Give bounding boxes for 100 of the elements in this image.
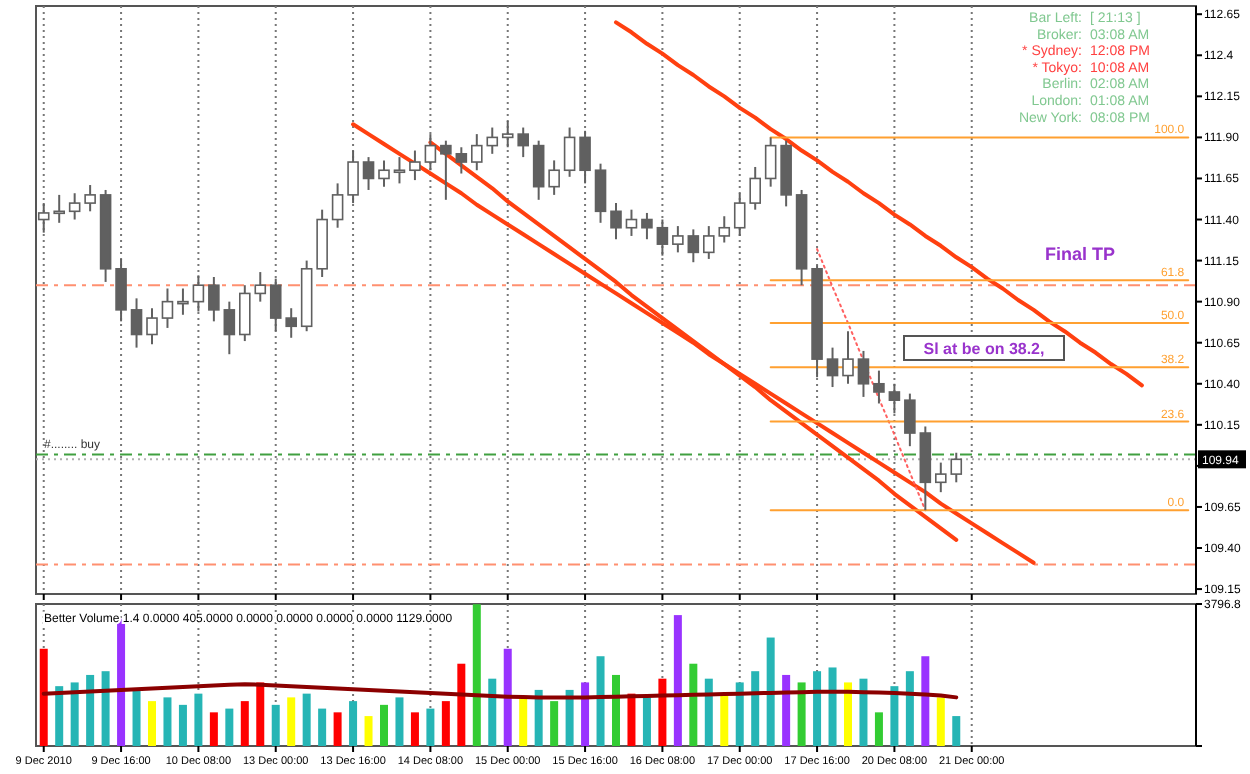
candlestick [208,276,220,323]
bar [673,615,682,746]
bar [55,686,64,746]
candlestick [68,192,81,221]
bar [890,686,899,746]
bar [952,716,961,746]
candlestick [548,159,560,196]
bar [565,689,574,746]
bar [488,678,497,746]
candlestick [177,287,189,316]
bar [581,682,590,746]
bar [813,671,822,746]
candlestick [424,133,437,172]
bar [519,697,528,746]
bar [905,671,914,746]
candlestick [641,211,653,241]
candlestick [656,218,669,257]
bar [256,682,265,746]
candlestick [146,307,158,346]
bar [410,712,419,746]
bar [318,708,327,746]
candlestick [130,297,143,349]
bar [534,689,543,746]
bar [101,671,110,746]
bar [441,701,450,746]
bar [333,712,342,746]
candlestick [625,208,638,237]
candlestick [455,146,468,175]
candlestick [873,369,885,405]
bar [642,697,651,746]
candlestick [362,156,375,191]
bar [720,693,729,746]
bar [689,663,698,746]
bar [209,712,218,746]
bar [380,704,388,746]
annotation: Sl at be on 38.2, [923,340,1045,358]
bar [596,656,605,746]
bar [612,674,620,746]
bar [364,716,373,746]
candlestick [115,257,127,323]
bar [132,689,141,746]
line-series [816,248,927,512]
bar [627,693,636,746]
bar [921,656,930,746]
candlestick [84,184,96,213]
bar [828,667,837,746]
bar [163,697,172,746]
bar [287,697,296,746]
annotation: Final TP [1044,244,1116,264]
candlestick [409,149,421,182]
bar [302,693,311,746]
bar [751,671,760,746]
bar [395,697,404,746]
bar [704,678,713,746]
candlestick [610,202,622,241]
bar [225,708,234,746]
bar [550,701,559,746]
bar [194,693,203,746]
candlestick [192,274,205,313]
bar [658,678,667,746]
bar [782,674,791,746]
bar [86,674,95,746]
candlestick [904,392,916,448]
candlestick [687,228,700,264]
candlestick [347,149,359,205]
candlestick [378,159,390,188]
bar [735,682,744,746]
candlestick [223,300,236,356]
bar [936,697,945,746]
bar [349,701,358,746]
bar [39,648,48,746]
bar [240,701,249,746]
bar [426,708,435,746]
candlestick [842,330,854,385]
candlestick [532,139,545,201]
bar [844,682,852,746]
candlestick [764,136,777,188]
candlestick [563,126,576,178]
candlestick [888,382,901,415]
bar [70,682,79,746]
candlestick [594,162,607,224]
bar [472,604,481,746]
candlestick [672,225,684,254]
candlestick [161,287,174,329]
candlestick [857,349,870,398]
candlestick [331,182,344,229]
bar [503,648,512,746]
candlestick [393,156,406,185]
candlestick [440,139,452,201]
bar [859,678,868,746]
candlestick [826,346,839,389]
bar [766,637,775,746]
bar [457,663,466,746]
bar [271,704,280,746]
bar [117,618,126,746]
candlestick [579,129,591,185]
bar [178,704,187,746]
bar [874,712,883,746]
bar [797,682,806,746]
bar [148,701,156,746]
